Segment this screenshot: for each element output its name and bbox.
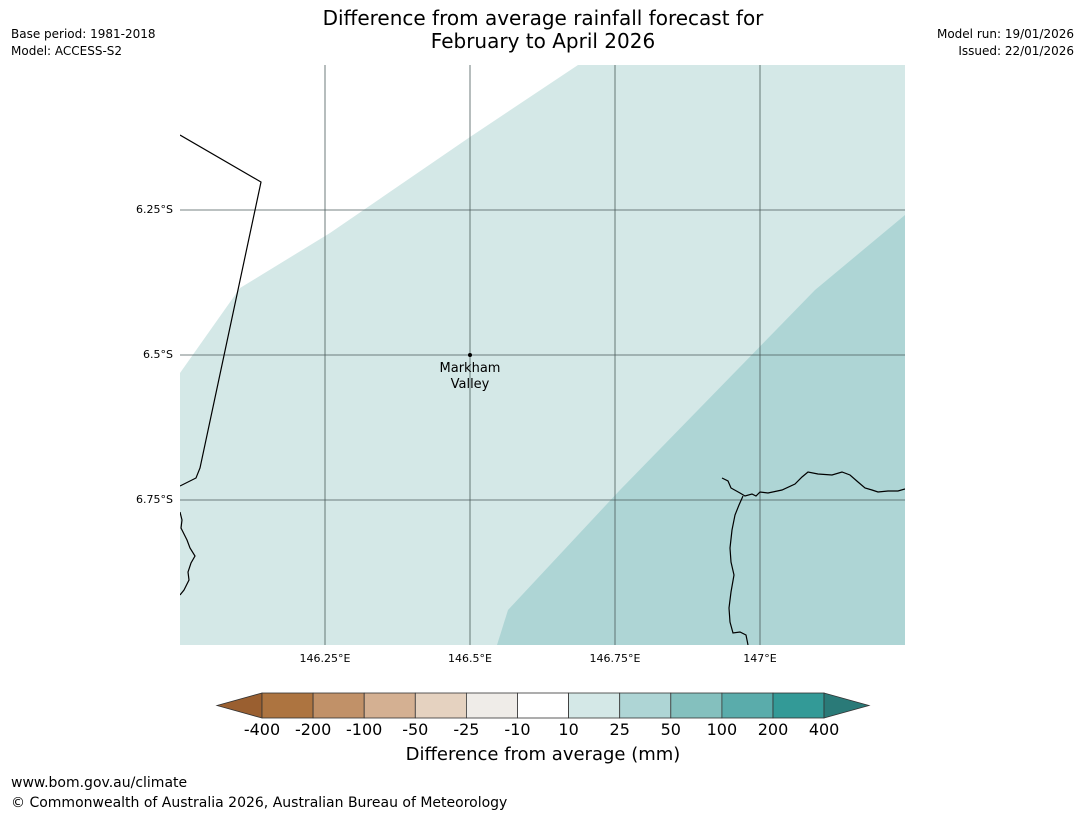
- colorbar-segment: [261, 692, 314, 719]
- colorbar-tick-label: 25: [610, 720, 630, 739]
- colorbar-tick-label: 10: [558, 720, 578, 739]
- border-line: [180, 134, 262, 487]
- lon-label-146-5: 146.5°E: [448, 652, 492, 665]
- colorbar-segment: [517, 692, 569, 719]
- lon-label-146-75: 146.75°E: [590, 652, 641, 665]
- colorbar-segment: [721, 692, 774, 719]
- meta-left: Base period: 1981-2018 Model: ACCESS-S2: [11, 26, 156, 60]
- coastline-east: [721, 471, 905, 497]
- river-east: [728, 495, 749, 645]
- place-name-line-2: Valley: [451, 377, 490, 392]
- lon-label-146-25: 146.25°E: [300, 652, 351, 665]
- colorbar-segments: [261, 692, 825, 719]
- colorbar-extend-high: [823, 692, 871, 719]
- lon-label-147: 147°E: [743, 652, 776, 665]
- colorbar-tick-label: -10: [504, 720, 530, 739]
- colorbar-segment: [312, 692, 365, 719]
- map-area: Markham Valley: [180, 65, 905, 645]
- colorbar-tick-label: -25: [453, 720, 479, 739]
- meta-right: Model run: 19/01/2026 Issued: 22/01/2026: [937, 26, 1074, 60]
- colorbar-segment: [568, 692, 621, 719]
- colorbar-tick-label: 400: [809, 720, 840, 739]
- colorbar-tick-label: 50: [661, 720, 681, 739]
- colorbar-tick-label: -50: [402, 720, 428, 739]
- model-text: Model: ACCESS-S2: [11, 44, 123, 58]
- base-period-text: Base period: 1981-2018: [11, 27, 156, 41]
- footer-url[interactable]: www.bom.gov.au/climate: [11, 775, 188, 791]
- colorbar-tick-label: -100: [346, 720, 382, 739]
- colorbar-segment: [772, 692, 825, 719]
- colorbar: -400 -200 -100 -50 -25 -10 10 25 50 100 200 400: [215, 692, 871, 739]
- longitude-labels: 146.25°E 146.5°E 146.75°E 147°E: [300, 652, 777, 665]
- colorbar-tick-label: -400: [244, 720, 280, 739]
- title-line-2: February to April 2026: [430, 29, 656, 53]
- latitude-labels: 6.25°S 6.5°S 6.75°S: [136, 203, 173, 506]
- colorbar-segment: [363, 692, 416, 719]
- colorbar-segment: [670, 692, 723, 719]
- lat-label-6-5: 6.5°S: [143, 348, 173, 361]
- place-name-line-1: Markham: [440, 361, 501, 376]
- coastline-west: [180, 511, 196, 596]
- colorbar-segment: [465, 692, 518, 719]
- lat-label-6-75: 6.75°S: [136, 493, 173, 506]
- title-line-1: Difference from average rainfall forecas…: [322, 6, 764, 30]
- colorbar-segment: [414, 692, 467, 719]
- colorbar-tick-label: 100: [707, 720, 738, 739]
- colorbar-tick-labels: -400 -200 -100 -50 -25 -10 10 25 50 100 200 400: [244, 720, 840, 739]
- lat-label-6-25: 6.25°S: [136, 203, 173, 216]
- model-run-text: Model run: 19/01/2026: [936, 27, 1074, 41]
- colorbar-segment: [619, 692, 672, 719]
- rainfall-band-25-50: [497, 215, 905, 645]
- place-marker: [468, 353, 472, 357]
- chart-title: Difference from average rainfall forecas…: [243, 7, 843, 53]
- colorbar-tick-label: 200: [758, 720, 789, 739]
- colorbar-extend-low: [215, 692, 263, 719]
- footer-copyright: © Commonwealth of Australia 2026, Austra…: [11, 795, 508, 811]
- coastlines: [180, 134, 905, 645]
- issued-text: Issued: 22/01/2026: [958, 44, 1074, 58]
- colorbar-unit-label: Difference from average (mm): [405, 744, 681, 765]
- colorbar-tick-label: -200: [295, 720, 331, 739]
